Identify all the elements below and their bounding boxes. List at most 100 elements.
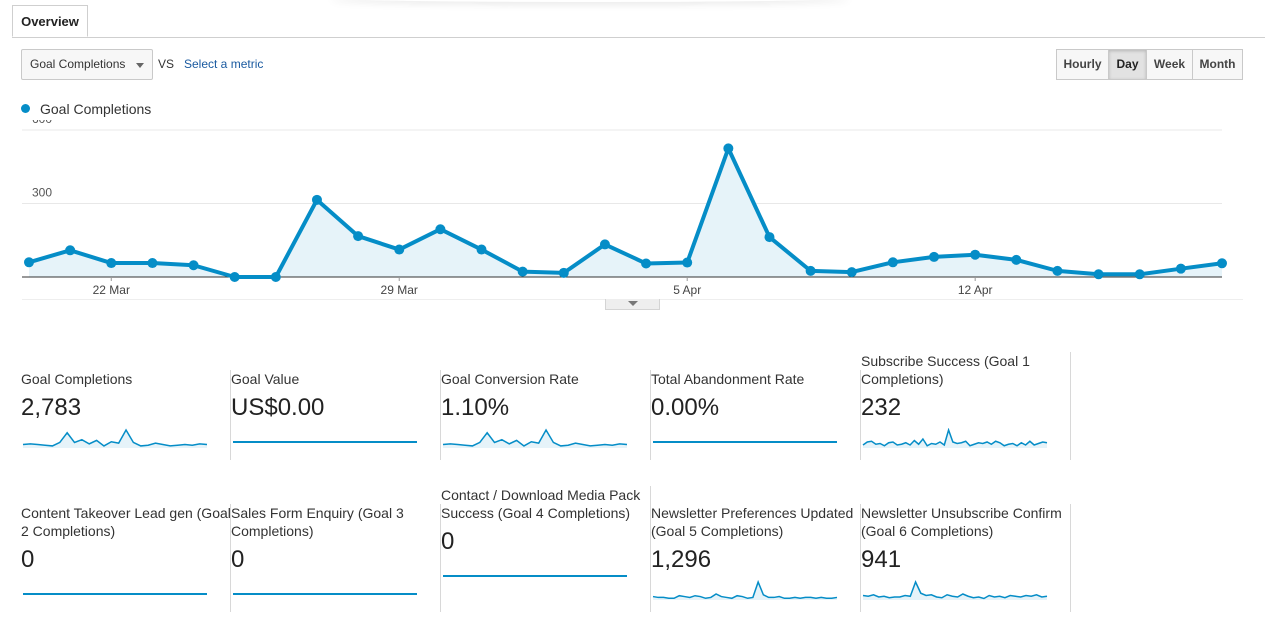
kpi-divider [860,504,861,612]
data-point [1052,265,1063,276]
sparkline-fill [863,430,1047,448]
x-tick-label: 29 Mar [381,283,418,297]
kpi-value: 0 [21,546,35,573]
data-point [558,267,569,278]
kpi-value: 1,296 [651,546,712,573]
kpi-label: Subscribe Success (Goal 1 Completions) [861,353,1030,387]
x-tick-label: 5 Apr [673,283,701,297]
select-metric-link[interactable]: Select a metric [184,57,264,71]
data-point [599,239,610,250]
month-button[interactable]: Month [1192,49,1243,80]
vs-label: VS [158,57,175,71]
chart-legend: Goal Completions [21,101,151,117]
kpi-divider [230,504,231,612]
hourly-button[interactable]: Hourly [1056,49,1109,80]
series-line [28,146,1223,279]
kpi-goal-2[interactable]: Content Takeover Lead gen (Goal 2 Comple… [21,504,231,612]
data-point [353,231,364,242]
kpi-label: Newsletter Preferences Updated (Goal 5 C… [651,505,854,539]
sparkline-line [22,428,208,447]
data-point [311,194,322,205]
goal-completions-chart: 600 300 22 Mar 29 Mar 5 Apr 12 Apr [22,120,1243,300]
data-point [1134,269,1145,280]
kpi-sparkline [233,593,417,595]
kpi-value: 232 [861,394,902,421]
kpi-goal-5[interactable]: Newsletter Preferences Updated (Goal 5 C… [651,504,861,612]
kpi-divider [650,370,651,460]
sparkline-line [442,428,628,447]
kpi-goal-6[interactable]: Newsletter Unsubscribe Confirm (Goal 6 C… [861,504,1071,612]
data-point [106,258,117,269]
metric-dropdown-value: Goal Completions [30,57,126,71]
chevron-down-icon [628,301,638,306]
period-toggle: Hourly Day Week Month [1056,49,1243,80]
chart-collapse-toggle[interactable] [605,299,660,310]
kpi-sparkline [23,593,207,595]
week-button[interactable]: Week [1146,49,1193,80]
data-point [929,251,940,262]
data-point [188,260,199,271]
kpi-goal-value[interactable]: Goal Value US$0.00 [231,370,441,460]
x-tick-label: 22 Mar [93,283,130,297]
kpi-label: Newsletter Unsubscribe Confirm (Goal 6 C… [861,505,1062,539]
data-point [24,257,34,268]
kpi-sparkline [443,575,627,577]
chevron-down-icon [136,63,144,68]
kpi-value: 0 [231,546,245,573]
kpi-label: Total Abandonment Rate [651,371,805,387]
data-point [1011,254,1022,265]
data-point [970,249,981,260]
kpi-goal-1[interactable]: Subscribe Success (Goal 1 Completions) 2… [861,352,1071,460]
sparkline-fill [23,430,207,448]
kpi-value: US$0.00 [231,394,325,421]
data-point [65,245,76,256]
kpi-total-abandonment-rate[interactable]: Total Abandonment Rate 0.00% [651,370,861,460]
kpi-divider [230,370,231,460]
kpi-divider [1070,504,1071,612]
legend-dot-icon [21,104,30,113]
y-tick-label: 600 [32,120,52,126]
data-point [1093,269,1104,280]
kpi-value: 0 [441,528,455,555]
tab-bar: Overview [12,5,1265,38]
sparkline-fill [443,430,627,448]
kpi-label: Goal Value [231,371,300,387]
kpi-goal-completions[interactable]: Goal Completions 2,783 [21,370,231,460]
data-point [517,266,528,277]
kpi-sparkline [862,580,1048,600]
metric-dropdown[interactable]: Goal Completions [21,49,153,80]
x-tick-label: 12 Apr [958,283,993,297]
data-point [764,232,775,243]
data-point [1217,258,1227,269]
kpi-divider [440,504,441,612]
kpi-sparkline [22,428,208,448]
kpi-value: 2,783 [21,394,82,421]
tab-overview[interactable]: Overview [12,5,88,37]
kpi-value: 0.00% [651,394,720,421]
kpi-label: Goal Completions [21,371,133,387]
sparkline-line [862,428,1048,447]
kpi-divider [440,370,441,460]
data-point [805,265,816,276]
kpi-value: 1.10% [441,394,510,421]
kpi-sparkline [442,428,628,448]
kpi-sparkline [653,441,837,443]
data-point [476,244,487,255]
kpi-divider [1070,352,1071,460]
kpi-goal-4[interactable]: Contact / Download Media Pack Success (G… [441,486,651,612]
kpi-label: Content Takeover Lead gen (Goal 2 Comple… [21,505,231,539]
kpi-goal-3[interactable]: Sales Form Enquiry (Goal 3 Completions) … [231,504,441,612]
kpi-sparkline [862,428,1048,448]
kpi-divider [860,370,861,460]
kpi-sparkline [652,580,838,600]
data-point [270,272,281,282]
day-button[interactable]: Day [1108,49,1147,80]
kpi-label: Sales Form Enquiry (Goal 3 Completions) [231,505,404,539]
kpi-goal-conversion-rate[interactable]: Goal Conversion Rate 1.10% [441,370,651,460]
data-point [641,258,652,269]
y-tick-label: 300 [32,186,52,200]
kpi-divider [650,486,651,612]
data-point [887,257,898,268]
data-point [682,257,693,268]
area-fill [29,148,1222,277]
